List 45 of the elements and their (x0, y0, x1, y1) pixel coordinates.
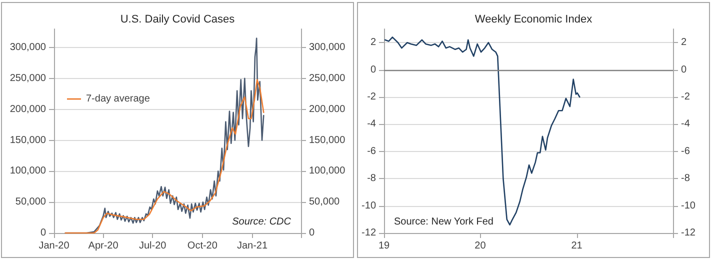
x-tick-label: Jul-20 (138, 240, 167, 252)
x-tick-label: 21 (571, 240, 583, 252)
x-tick-label: 19 (378, 240, 390, 252)
y2-tick-label: 0 (681, 64, 687, 76)
y-tick-label: -10 (362, 200, 376, 212)
y2-tick-label: -8 (681, 173, 690, 184)
y-tick-label: -2 (367, 92, 376, 102)
line-series (64, 79, 264, 234)
y-tick-label: -4 (367, 118, 376, 130)
y2-tick-label: -4 (681, 118, 690, 130)
y-tick-label: 50,000 (15, 196, 46, 208)
annotation: Source: New York Fed (394, 216, 494, 228)
y-tick-label: -6 (367, 146, 376, 157)
y-tick-label: 0 (40, 228, 46, 238)
y-tick-label: 100,000 (10, 166, 46, 177)
y2-tick-label: 0 (309, 228, 315, 238)
y2-tick-label: 250,000 (309, 72, 346, 84)
y-tick-label: 300,000 (10, 42, 46, 54)
y-tick-label: 150,000 (10, 134, 46, 146)
y2-tick-label: -2 (681, 92, 690, 102)
x-tick-label: 20 (474, 240, 486, 252)
y2-tick-label: -10 (681, 200, 696, 212)
y2-tick-label: 200,000 (309, 104, 346, 115)
chart-title: U.S. Daily Covid Cases (120, 14, 236, 26)
x-tick-label: Jan-20 (38, 240, 70, 252)
x-tick-label: Oct-20 (187, 240, 218, 252)
legend-label: 7-day average (86, 94, 150, 104)
y-tick-label: -12 (362, 228, 376, 238)
y-tick-label: 0 (370, 64, 376, 76)
y-tick-label: 2 (370, 37, 376, 48)
annotation: Source: CDC (232, 216, 292, 228)
y2-tick-label: 150,000 (309, 134, 346, 146)
y2-tick-label: 300,000 (309, 42, 346, 54)
x-tick-label: Jan-21 (236, 240, 268, 252)
y2-tick-label: 2 (681, 37, 687, 48)
line-series (384, 36, 580, 226)
y-tick-label: 250,000 (10, 72, 46, 84)
y2-tick-label: 50,000 (309, 196, 340, 208)
y2-tick-label: 100,000 (309, 166, 346, 177)
y2-tick-label: -12 (681, 228, 696, 238)
x-tick-label: Apr-20 (88, 240, 119, 252)
chart-title: Weekly Economic Index (474, 14, 593, 26)
y-tick-label: -8 (367, 173, 376, 184)
y-tick-label: 200,000 (10, 104, 46, 115)
y2-tick-label: -6 (681, 146, 690, 157)
